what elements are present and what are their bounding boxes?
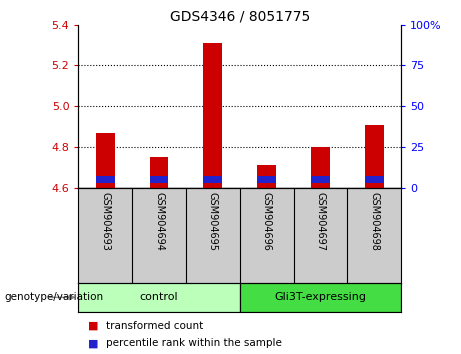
Text: ■: ■ (88, 338, 98, 348)
Bar (150, 176, 168, 183)
Text: GSM904696: GSM904696 (261, 193, 272, 251)
Bar (311, 176, 330, 183)
Bar (150, 157, 168, 188)
Bar (96, 133, 115, 188)
Bar (203, 176, 222, 183)
Text: control: control (140, 292, 178, 302)
Text: percentile rank within the sample: percentile rank within the sample (106, 338, 282, 348)
Text: GSM904698: GSM904698 (369, 193, 379, 251)
Text: GSM904697: GSM904697 (315, 193, 325, 251)
Text: ■: ■ (88, 321, 98, 331)
Bar (365, 176, 384, 183)
Text: GSM904694: GSM904694 (154, 193, 164, 251)
Text: GSM904695: GSM904695 (208, 193, 218, 251)
Bar (203, 43, 222, 188)
Text: GSM904693: GSM904693 (100, 193, 110, 251)
Text: Gli3T-expressing: Gli3T-expressing (274, 292, 366, 302)
Bar (240, 283, 401, 312)
Title: GDS4346 / 8051775: GDS4346 / 8051775 (170, 10, 310, 24)
Text: transformed count: transformed count (106, 321, 203, 331)
Bar (78, 283, 240, 312)
Bar (311, 147, 330, 188)
Bar (365, 125, 384, 188)
Bar (96, 176, 115, 183)
Bar (257, 176, 276, 183)
Bar (257, 165, 276, 188)
Text: genotype/variation: genotype/variation (5, 292, 104, 302)
